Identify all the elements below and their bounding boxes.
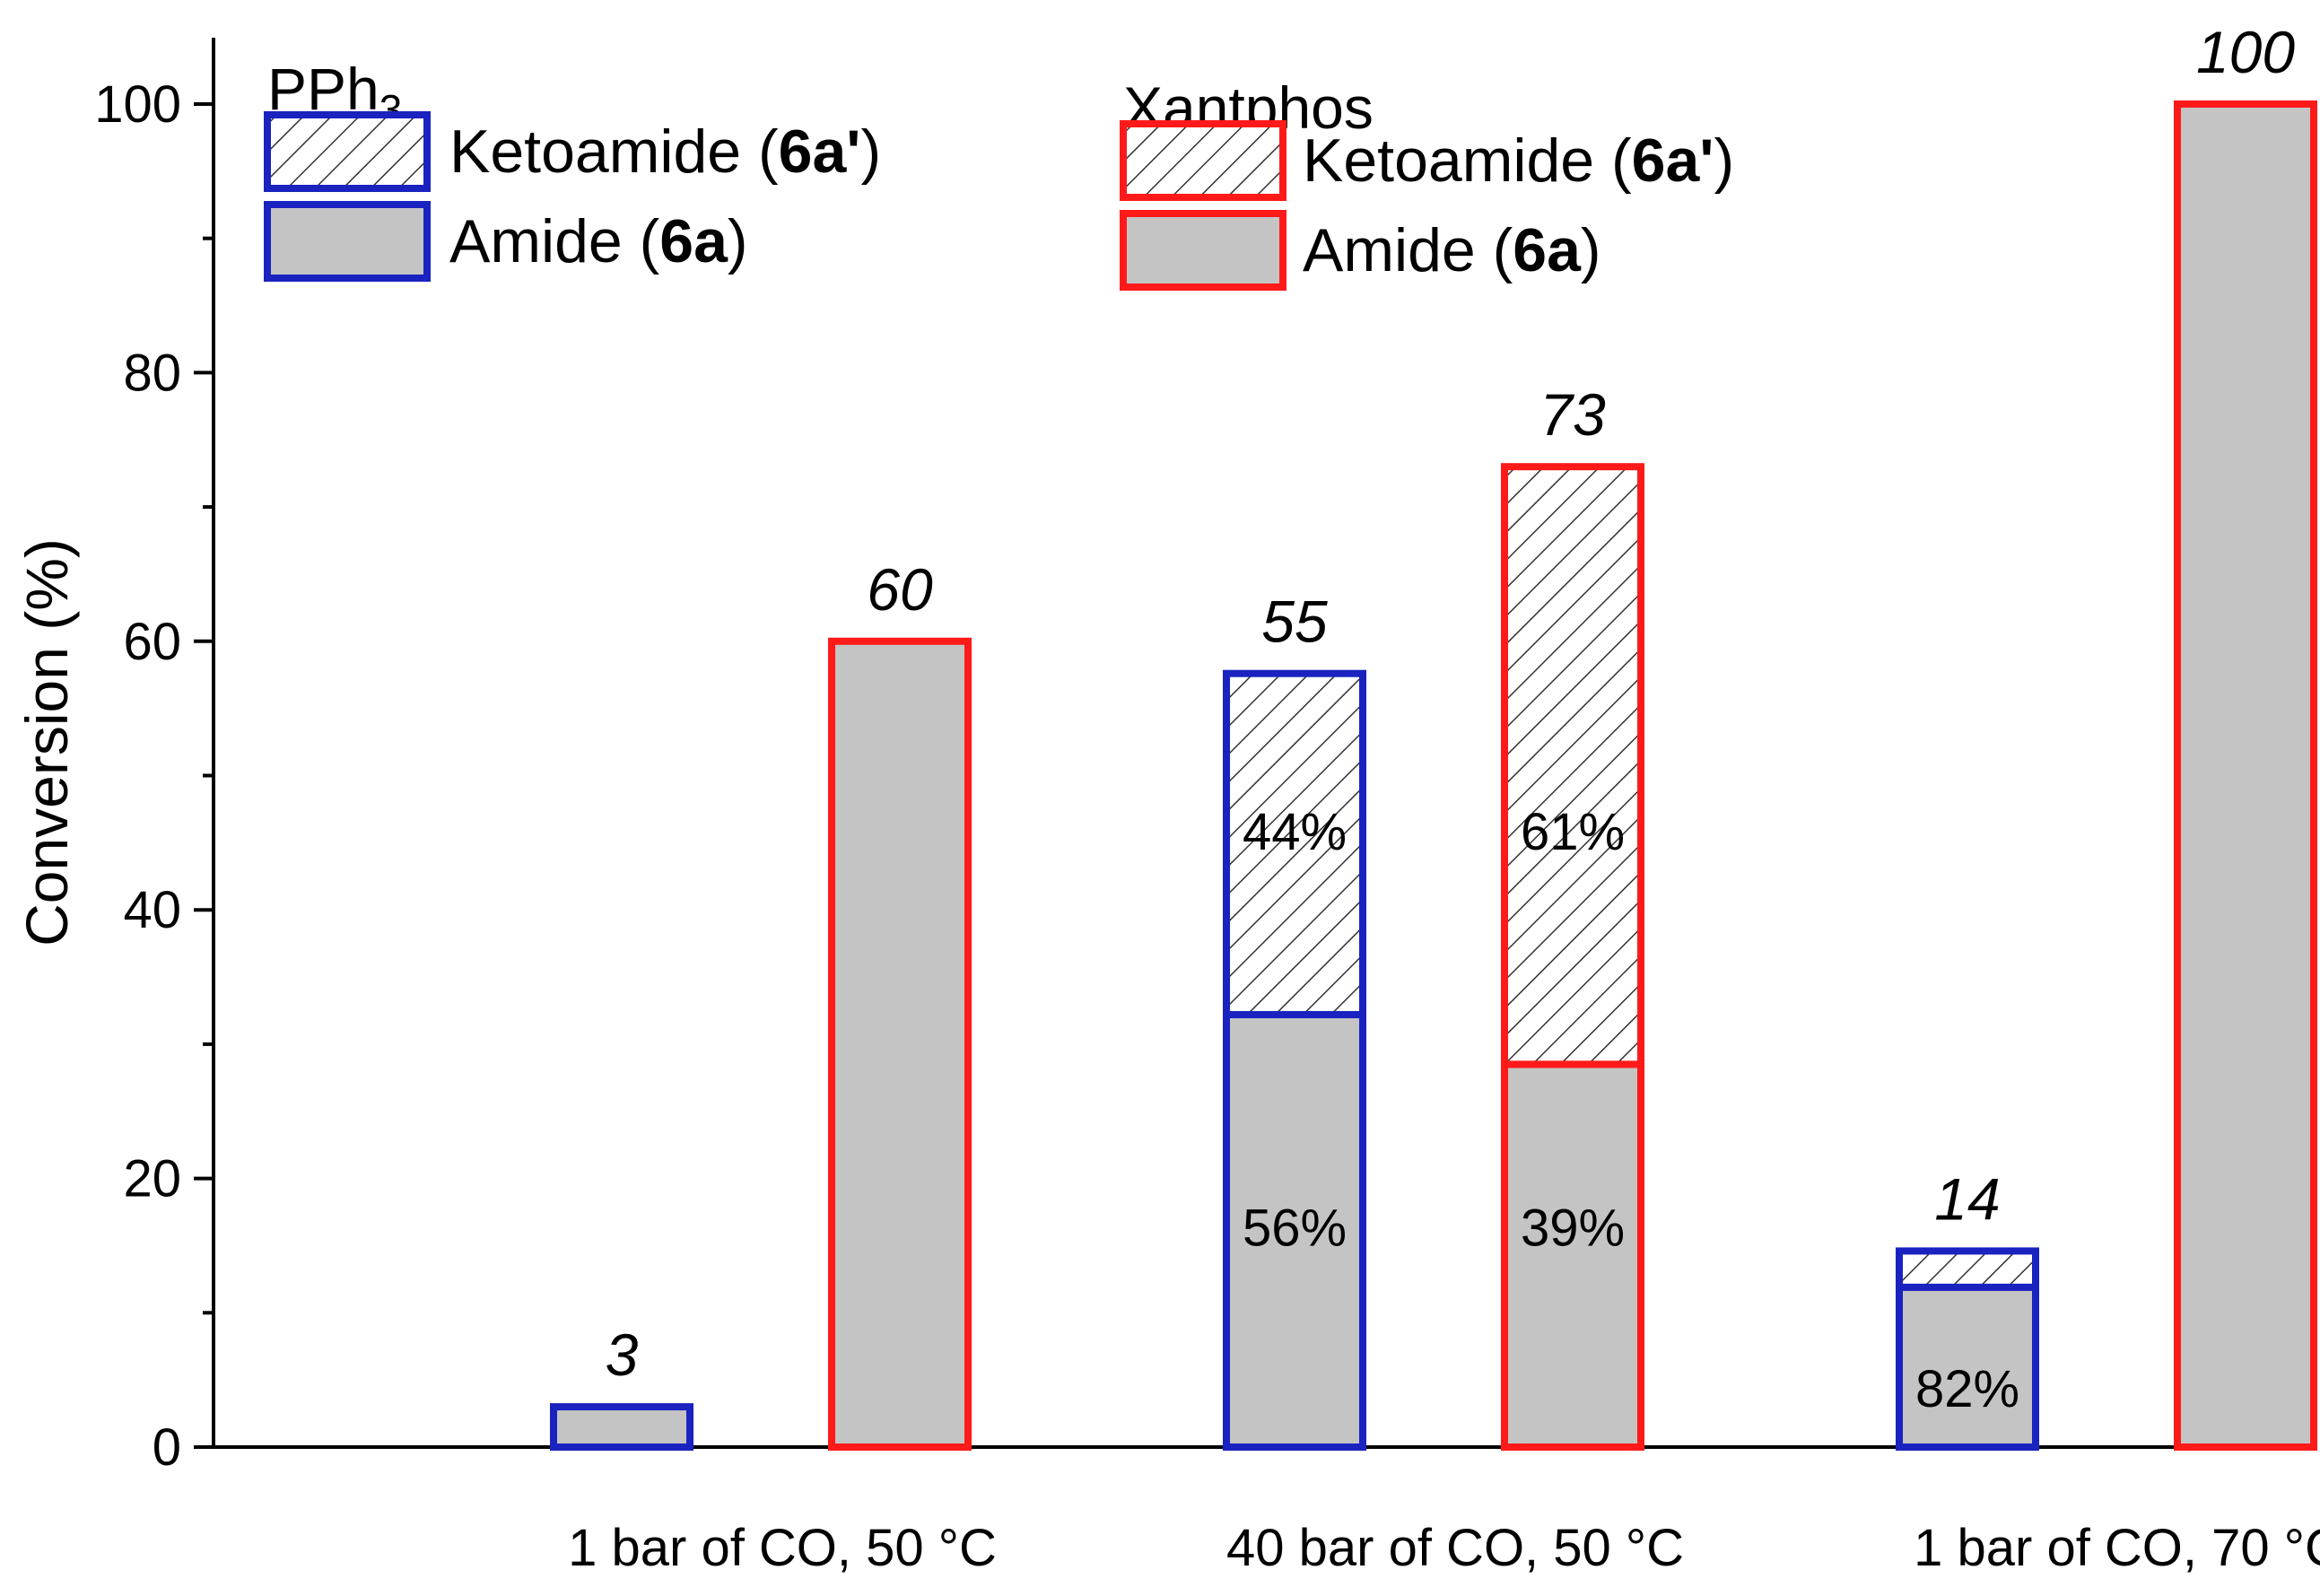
bar-total-label: 3 [606, 1321, 639, 1388]
y-tick-label: 0 [153, 1418, 181, 1477]
bar-amide-xantphos [1501, 1060, 1644, 1451]
bar-total-label: 55 [1261, 589, 1328, 655]
legend-label-close: ) [860, 118, 881, 186]
bar-total-label: 14 [1934, 1165, 2000, 1232]
amide-percent-label: 56% [1243, 1199, 1347, 1257]
x-category-label: 1 bar of CO, 70 °C [1914, 1519, 2320, 1577]
legend-label: Ketoamide (6a') [449, 118, 881, 186]
legend-label-close: ) [728, 207, 748, 275]
legend-label-text: Amide ( [449, 207, 660, 275]
x-category-label: 1 bar of CO, 50 °C [568, 1519, 997, 1577]
legend-swatch-amide [1120, 210, 1286, 291]
ketoamide-percent-label: 44% [1243, 803, 1347, 861]
legend-label: Amide (6a) [449, 207, 748, 275]
legend-swatch-ketoamide [264, 111, 431, 192]
bar-amide-xantphos [828, 637, 972, 1451]
bar-amide-pph3 [550, 1403, 693, 1451]
legend-swatch-amide [264, 201, 431, 282]
legend-label-text: Amide ( [1303, 216, 1513, 284]
amide-percent-label: 82% [1915, 1360, 2019, 1418]
legend-label-close: ) [1714, 126, 1734, 195]
legend-swatch-ketoamide [1120, 120, 1286, 201]
legend-label-compound: 6a' [1632, 126, 1714, 195]
bar-amide-pph3 [1896, 1283, 2039, 1452]
legend-label-compound: 6a [1513, 216, 1582, 284]
bar-amide-xantphos [2174, 100, 2317, 1451]
bar-ketoamide-xantphos [1501, 463, 1644, 1068]
y-tick-label: 100 [94, 75, 181, 134]
x-category-label: 40 bar of CO, 50 °C [1226, 1519, 1684, 1577]
y-tick-label: 60 [123, 613, 181, 671]
bar-total-label: 73 [1539, 381, 1606, 448]
legend-label-compound: 6a' [779, 118, 861, 186]
y-tick-label: 40 [123, 881, 181, 939]
bar-total-label: 100 [2196, 19, 2295, 85]
legend-label: Ketoamide (6a') [1303, 126, 1734, 195]
bar-amide-pph3 [1223, 1010, 1366, 1451]
legend-label-compound: 6a [659, 207, 728, 275]
bar-ketoamide-pph3 [1896, 1247, 2039, 1291]
y-tick-label: 80 [123, 344, 181, 402]
bar-total-label: 60 [867, 556, 933, 623]
legend-label: Amide (6a) [1303, 216, 1601, 284]
y-axis-title: Conversion (%) [13, 538, 80, 946]
ketoamide-percent-label: 61% [1521, 803, 1625, 861]
legend-label-text: Ketoamide ( [449, 118, 779, 186]
y-tick-label: 20 [123, 1150, 181, 1208]
legend-label-text: Ketoamide ( [1303, 126, 1632, 195]
amide-percent-label: 39% [1521, 1199, 1625, 1257]
legend-label-close: ) [1581, 216, 1601, 284]
bar-ketoamide-pph3 [1223, 669, 1366, 1018]
